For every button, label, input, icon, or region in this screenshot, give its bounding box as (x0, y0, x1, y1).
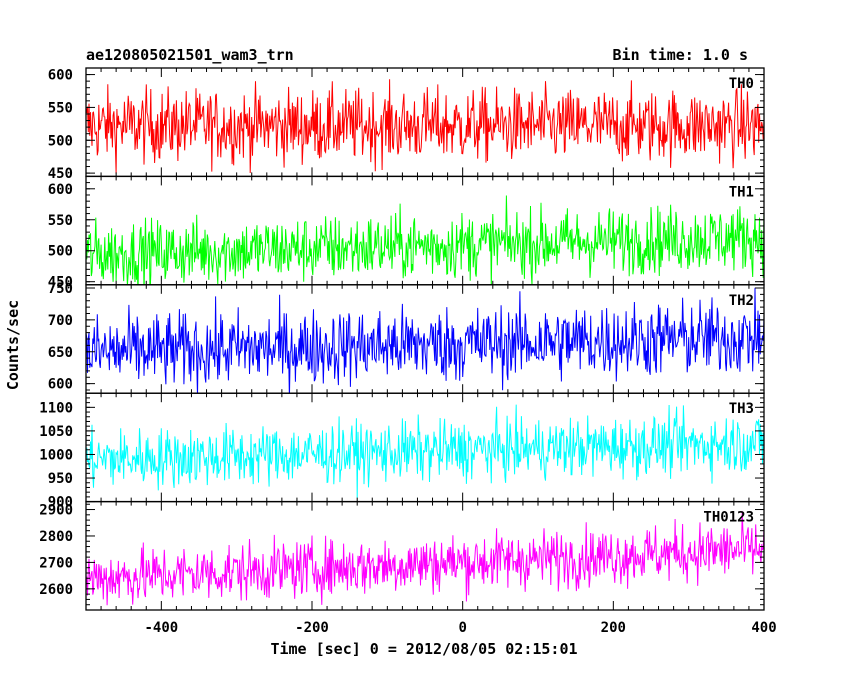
chart-title: ae120805021501_wam3_trn (86, 46, 294, 64)
panel-frame (85, 500, 765, 611)
panel-th1: 450 500 550 600 TH1 (48, 175, 765, 291)
x-tick-label: -200 (295, 620, 329, 636)
band-label-th2: TH2 (729, 293, 754, 309)
series-line-th1 (86, 195, 764, 285)
y-tick-label: 1050 (39, 424, 73, 440)
panels-group: 450 500 550 600 TH0 450 500 550 600 TH1 600 650 700 7… (39, 67, 765, 611)
y-tick-label: 600 (48, 182, 73, 198)
y-tick-label: 650 (48, 345, 73, 361)
y-tick-label: 1000 (39, 447, 73, 463)
y-tick-label: 900 (48, 495, 73, 511)
y-tick-label: 500 (48, 133, 73, 149)
band-label-th0: TH0 (729, 76, 754, 92)
bin-time-label: Bin time: 1.0 s (613, 46, 748, 64)
y-tick-label: 450 (48, 275, 73, 291)
x-tick-label: -400 (144, 620, 178, 636)
series-line-th0123 (86, 511, 764, 606)
series-line-th0 (86, 79, 764, 174)
y-tick-label: 950 (48, 471, 73, 487)
series-line-th3 (86, 404, 764, 498)
series-line-th2 (86, 287, 764, 394)
panel-th0123: 2600 2700 2800 2900 TH0123 (39, 500, 765, 611)
y-tick-label: 1100 (39, 400, 73, 416)
x-axis: -400 -200 0 200 400 (144, 620, 776, 636)
y-tick-label: 450 (48, 166, 73, 182)
panel-th2: 600 650 700 750 TH2 (48, 281, 765, 394)
x-tick-label: 200 (601, 620, 626, 636)
y-tick-label: 700 (48, 313, 73, 329)
y-tick-label: 2800 (39, 529, 73, 545)
x-axis-title: Time [sec] 0 = 2012/08/05 02:15:01 (270, 640, 577, 658)
x-tick-label: 400 (751, 620, 776, 636)
y-tick-label: 550 (48, 213, 73, 229)
y-tick-label: 2700 (39, 555, 73, 571)
band-label-th0123: TH0123 (703, 510, 754, 526)
y-tick-label: 600 (48, 68, 73, 84)
band-label-th1: TH1 (729, 184, 754, 200)
panel-frame (85, 175, 765, 286)
y-tick-label: 500 (48, 244, 73, 260)
y-axis-title: Counts/sec (4, 300, 22, 390)
y-tick-label: 550 (48, 100, 73, 116)
y-tick-label: 750 (48, 281, 73, 297)
y-tick-label: 600 (48, 377, 73, 393)
band-label-th3: TH3 (729, 401, 754, 417)
panel-th0: 450 500 550 600 TH0 (48, 67, 765, 182)
panel-th3: 900 950 1000 1050 1100 TH3 (39, 392, 765, 511)
y-tick-label: 2600 (39, 582, 73, 598)
x-tick-label: 0 (458, 620, 466, 636)
y-tick-label: 2900 (39, 503, 73, 519)
